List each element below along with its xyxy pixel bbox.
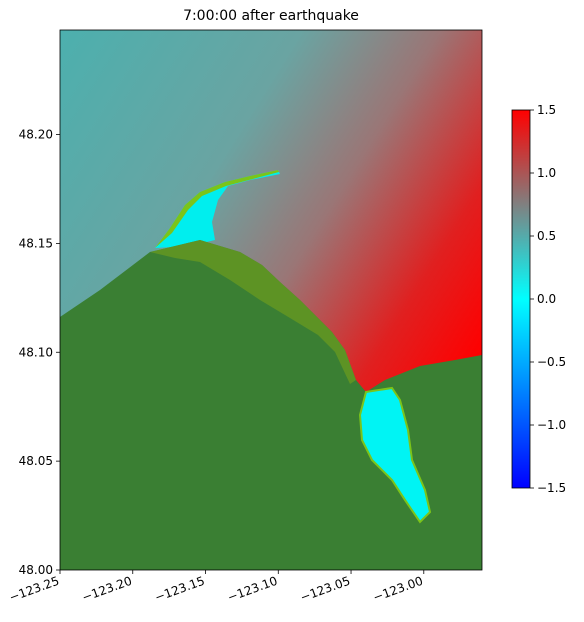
colorbar-tick-label: 1.0 [537, 166, 556, 180]
colorbar [511, 109, 531, 489]
x-tick-label: −123.20 [80, 574, 134, 605]
y-tick-label: 48.15 [19, 236, 53, 250]
x-tick-label: −123.25 [7, 574, 61, 605]
x-tick-label: −123.10 [226, 574, 280, 605]
y-tick-label: 48.05 [19, 454, 53, 468]
colorbar-tick-label: 1.5 [537, 103, 556, 117]
x-tick-label: −123.15 [153, 574, 207, 605]
x-tick-label: −123.00 [371, 574, 425, 605]
chart-title: 7:00:00 after earthquake [183, 8, 359, 24]
spit [155, 170, 279, 248]
plot-frame [59, 29, 483, 571]
land [60, 240, 482, 570]
shallows [150, 240, 356, 384]
colorbar-tick-label: −0.5 [537, 355, 566, 369]
y-tick-label: 48.10 [19, 345, 53, 359]
colorbar-tick-label: 0.0 [537, 292, 556, 306]
colorbar-tick-label: −1.0 [537, 418, 566, 432]
x-tick-label: −123.05 [298, 574, 352, 605]
map [60, 30, 482, 570]
cyan-lagoon [155, 170, 280, 248]
y-tick-label: 48.00 [19, 563, 53, 577]
colorbar-tick-label: 0.5 [537, 229, 556, 243]
colorbar-tick-label: −1.5 [537, 481, 566, 495]
bay [358, 386, 432, 524]
y-tick-label: 48.20 [19, 128, 53, 142]
